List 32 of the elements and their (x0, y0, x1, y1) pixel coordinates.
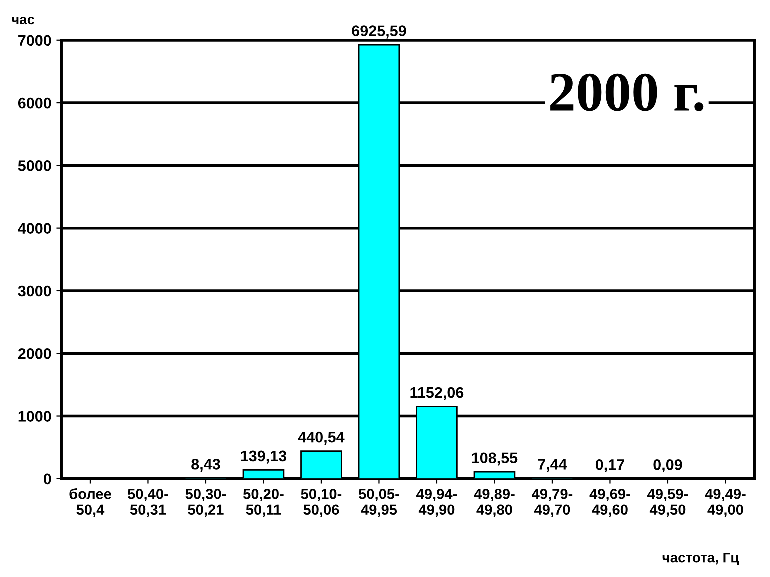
x-tick-label: 50,10- 50,06 (301, 489, 342, 518)
data-label: 139,13 (241, 450, 287, 464)
y-tick-label: 7000 (18, 35, 52, 46)
x-tick-label: 49,59- 49,50 (648, 489, 688, 518)
x-tick-label: 50,05- 49,95 (359, 489, 400, 518)
x-tick-label: 49,49- 49,00 (705, 489, 746, 518)
annotation: 2000 г. (550, 74, 704, 112)
data-label: 8,43 (192, 458, 220, 472)
x-axis-title: частота, Гц (662, 553, 740, 566)
data-label: 108,55 (472, 452, 518, 466)
x-tick-label: 49,79- 49,70 (532, 489, 573, 518)
x-tick-label: 49,89- 49,80 (474, 489, 515, 518)
y-tick-label: 5000 (18, 160, 52, 172)
data-label: 1152,06 (410, 387, 464, 400)
y-tick-label: 1000 (18, 411, 52, 422)
x-tick-label: 50,40- 50,31 (128, 489, 168, 518)
data-label: 0,17 (596, 460, 624, 473)
y-tick-label: 2000 (18, 348, 52, 360)
y-tick-label: 3000 (18, 286, 52, 297)
data-label: 0,09 (654, 460, 682, 473)
data-label: 7,44 (538, 459, 568, 472)
data-label: 440,54 (298, 432, 345, 445)
x-tick-label: 49,69- 49,60 (590, 489, 630, 518)
y-tick-label: 6000 (18, 98, 52, 109)
x-tick-label: 49,94- 49,90 (416, 489, 458, 518)
x-tick-label: более 50,4 (70, 488, 112, 518)
y-tick-label: 4000 (18, 223, 52, 234)
x-tick-label: 50,30- 50,21 (186, 489, 226, 518)
x-tick-label: 50,20- 50,11 (244, 489, 284, 518)
data-label: 6925,59 (352, 26, 406, 39)
y-tick-label: 0 (44, 474, 52, 485)
y-axis-title: час (12, 17, 35, 25)
